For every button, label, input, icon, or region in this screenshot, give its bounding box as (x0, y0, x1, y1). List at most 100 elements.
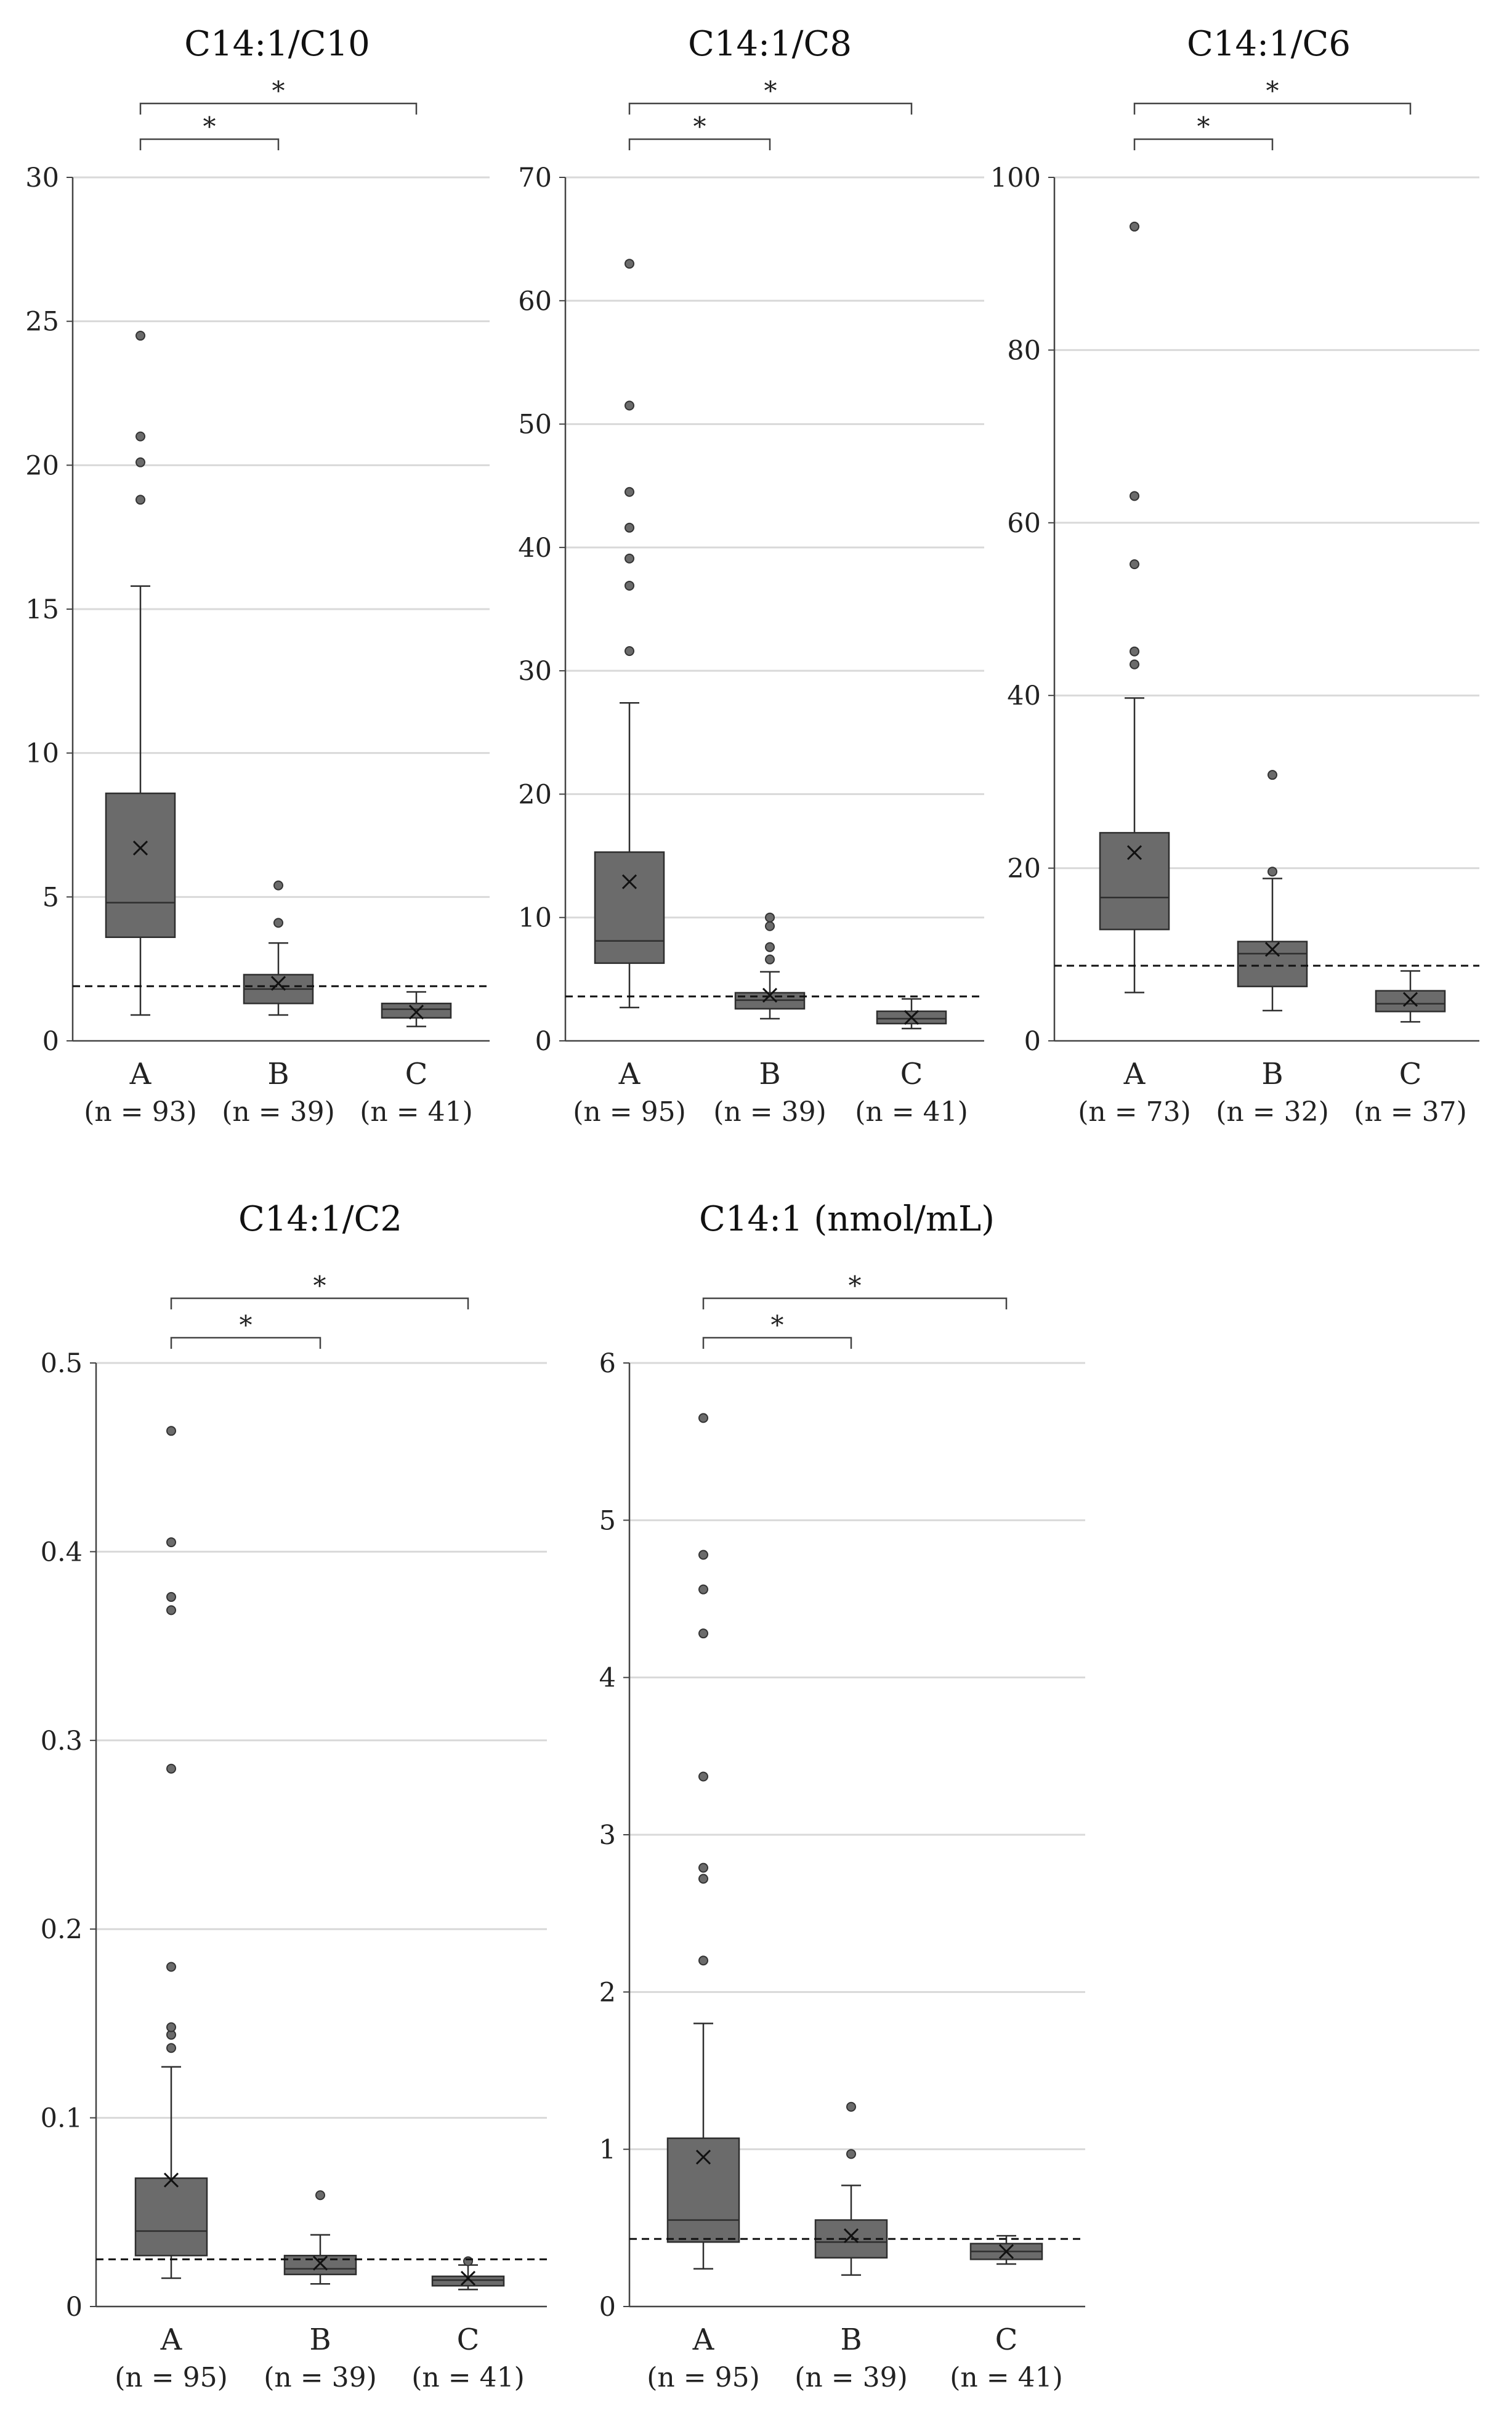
outlier-point (698, 1955, 708, 1966)
outlier-point (625, 522, 634, 533)
box-group-C: C (n = 41) (950, 2234, 1063, 2393)
box-group-B: B (n = 39) (794, 2101, 908, 2393)
y-tick-label: 30 (25, 163, 59, 193)
outlier-point (166, 1591, 176, 1602)
box-group-A: A (n = 95) (573, 259, 686, 1128)
outlier-point (765, 954, 775, 964)
box-group-C: C (n = 41) (411, 2256, 525, 2393)
outlier-point (1130, 646, 1139, 657)
outlier-point (166, 1605, 176, 1615)
outlier-point (625, 400, 634, 411)
n-count-label: (n = 95) (573, 1096, 686, 1128)
outlier-point (846, 2149, 856, 2159)
y-tick-label: 0 (1024, 1026, 1041, 1057)
category-label: B (759, 1057, 780, 1091)
mean-marker (460, 2270, 476, 2286)
box-iqr (381, 1002, 452, 1019)
outlier-point (698, 1628, 708, 1639)
box-iqr (283, 2255, 357, 2276)
n-count-label: (n = 39) (794, 2362, 908, 2393)
box-iqr (1375, 990, 1446, 1013)
outlier-point (698, 1550, 708, 1560)
outlier-point (1130, 491, 1139, 501)
outlier-point (698, 1413, 708, 1423)
significance-bracket (702, 1297, 1008, 1309)
n-count-label: (n = 95) (115, 2362, 228, 2393)
significance-star: * (849, 1271, 862, 1301)
outlier-point (166, 2022, 176, 2032)
box-iqr (431, 2275, 505, 2287)
outlier-point (698, 1874, 708, 1884)
y-tick-label: 5 (599, 1505, 616, 1536)
y-tick-label: 0.5 (41, 1348, 83, 1379)
y-tick-label: 60 (518, 286, 552, 317)
significance-bracket (139, 102, 418, 115)
y-tick-label: 1 (599, 2135, 616, 2165)
n-count-label: (n = 41) (360, 1096, 473, 1128)
outlier-point (625, 487, 634, 497)
n-count-label: (n = 39) (222, 1096, 335, 1128)
n-count-label: (n = 39) (264, 2362, 377, 2393)
significance-star: * (771, 1310, 784, 1340)
significance-star: * (272, 76, 285, 106)
y-tick-label: 5 (42, 882, 59, 913)
y-tick-label: 0.3 (41, 1726, 83, 1757)
outlier-point (135, 431, 145, 442)
y-tick-label: 100 (990, 163, 1041, 193)
mean-marker (843, 2228, 859, 2244)
mean-marker (408, 1005, 424, 1020)
y-tick-label: 2 (599, 1977, 616, 2008)
outlier-point (846, 2101, 856, 2112)
box-group-A: A (n = 73) (1078, 221, 1191, 1128)
outlier-point (1130, 559, 1139, 570)
outlier-point (698, 1584, 708, 1595)
category-label: B (840, 2323, 862, 2357)
y-tick-label: 80 (1007, 335, 1041, 366)
significance-star: * (313, 1271, 326, 1301)
category-label: C (1399, 1057, 1422, 1091)
y-tick-label: 10 (25, 738, 59, 769)
category-label: B (1261, 1057, 1283, 1091)
n-count-label: (n = 41) (411, 2362, 525, 2393)
chart-title: C14:1 (nmol/mL) (699, 1199, 995, 1239)
significance-bracket (628, 102, 913, 115)
y-tick-label: 40 (1007, 681, 1041, 711)
significance-bracket (702, 1336, 852, 1349)
category-label: A (1123, 1057, 1146, 1091)
significance-bracket (628, 138, 771, 150)
box-group-A: A (n = 93) (84, 331, 197, 1128)
y-tick-label: 3 (599, 1820, 616, 1851)
category-label: C (457, 2323, 480, 2357)
chart-panel-2: C14:1/C8 0 10 20 30 40 50 60 70 A (n = 95) B (n = 39… (518, 24, 984, 1128)
category-label: A (129, 1057, 152, 1091)
chart-title: C14:1/C6 (1187, 24, 1351, 64)
n-count-label: (n = 41) (950, 2362, 1063, 2393)
outlier-point (166, 1962, 176, 1972)
y-tick-label: 20 (25, 450, 59, 481)
significance-star: * (693, 111, 706, 142)
outlier-point (1130, 221, 1139, 232)
y-tick-label: 0 (599, 2292, 616, 2323)
chart-title: C14:1/C8 (688, 24, 852, 64)
box-iqr (1099, 831, 1170, 931)
category-label: C (995, 2323, 1018, 2357)
y-tick-label: 30 (518, 656, 552, 687)
mean-marker (132, 840, 148, 855)
outlier-point (135, 331, 145, 341)
outlier-point (765, 942, 775, 952)
y-tick-label: 0.1 (41, 2103, 83, 2134)
y-tick-label: 0.2 (41, 1914, 83, 1945)
n-count-label: (n = 93) (84, 1096, 197, 1128)
outlier-point (625, 580, 634, 591)
outlier-point (273, 880, 283, 891)
significance-bracket (1133, 102, 1412, 115)
y-tick-label: 10 (518, 903, 552, 934)
significance-bracket (1133, 138, 1274, 150)
chart-panel-3: C14:1/C6 0 20 40 60 80 100 A (n = 73) B (n = 32) C (… (990, 24, 1479, 1128)
outlier-point (166, 1426, 176, 1436)
mean-marker (695, 2149, 711, 2165)
y-tick-label: 0 (42, 1026, 59, 1057)
n-count-label: (n = 32) (1216, 1096, 1329, 1128)
category-label: B (309, 2323, 331, 2357)
